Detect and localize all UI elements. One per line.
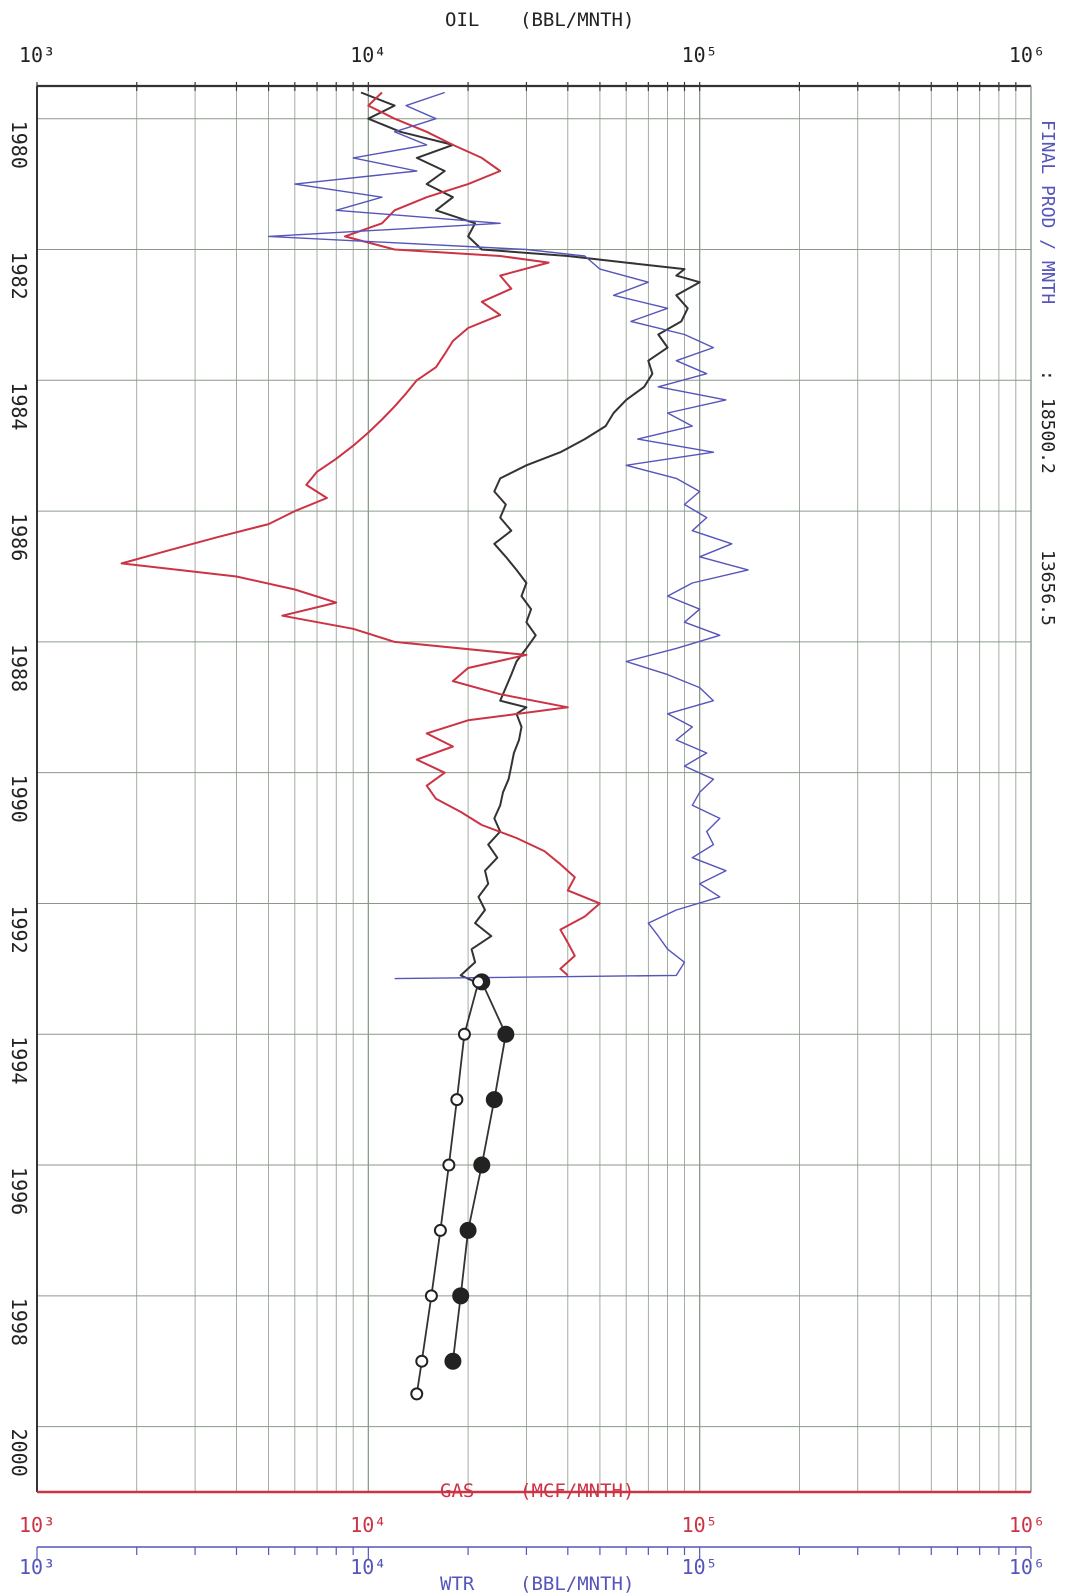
final-prod-title: FINAL PROD / MNTH	[1037, 120, 1058, 304]
year-label: 1980	[7, 121, 31, 169]
year-label: 1984	[7, 382, 31, 430]
forecast-point-open	[424, 1289, 438, 1303]
top-axis-name: OIL	[445, 9, 479, 31]
series-line-forecast_open	[415, 981, 480, 1395]
plot-frame	[36, 82, 1032, 1494]
gas-axis-unit: (MCF/MNTH)	[520, 1480, 634, 1502]
water-axis-ticks: 10³ 10⁴ 10⁵ 10⁶	[19, 1555, 1045, 1579]
year-label: 1996	[7, 1167, 31, 1215]
series-line-gas	[120, 91, 601, 977]
gas-axis-ticks: 10³ 10⁴ 10⁵ 10⁶	[19, 1513, 1045, 1537]
forecast-point-filled	[473, 1156, 491, 1174]
top-axis-tick-label: 10⁴	[350, 43, 386, 67]
year-label: 2000	[7, 1429, 31, 1477]
forecast-point-filled	[452, 1287, 470, 1305]
final-prod-label: FINAL PROD / MNTH : 18500.2 13656.5	[1037, 120, 1058, 626]
forecast-point-open	[433, 1223, 447, 1237]
top-axis-tick-label: 10⁵	[682, 43, 718, 67]
water-axis-tick-label: 10⁴	[350, 1555, 386, 1579]
forecast-point-open	[457, 1027, 471, 1041]
water-axis-tick-label: 10⁶	[1009, 1555, 1045, 1579]
forecast-point-open	[415, 1354, 429, 1368]
year-label: 1998	[7, 1298, 31, 1346]
water-axis-tick-label: 10³	[19, 1555, 55, 1579]
year-label: 1986	[7, 513, 31, 561]
top-axis-unit: (BBL/MNTH)	[520, 9, 634, 31]
gas-axis-tick-label: 10⁴	[350, 1513, 386, 1537]
forecast-point-open	[471, 975, 485, 989]
final-prod-gas-value: 13656.5	[1037, 550, 1058, 626]
water-axis-unit: (BBL/MNTH)	[520, 1573, 634, 1595]
year-label: 1990	[7, 775, 31, 823]
gas-axis-tick-label: 10⁵	[682, 1513, 718, 1537]
water-axis	[36, 1546, 1032, 1559]
year-labels: 1980 1982 1984 1986 1988 1990 1992 1994 1996 1998…	[7, 121, 31, 1477]
forecast-point-filled	[497, 1025, 515, 1043]
series-layer	[120, 91, 749, 1401]
forecast-point-filled	[444, 1352, 462, 1370]
forecast-point-filled	[485, 1091, 503, 1109]
year-label: 1988	[7, 644, 31, 692]
forecast-point-open	[410, 1387, 424, 1401]
gas-axis-tick-label: 10⁶	[1009, 1513, 1045, 1537]
final-prod-oil-value: 18500.2	[1037, 398, 1058, 474]
top-axis-tick-label: 10³	[19, 43, 55, 67]
series-line-water	[267, 91, 749, 980]
final-prod-separator: :	[1037, 370, 1058, 381]
top-axis-ticks: 10³ 10⁴ 10⁵ 10⁶	[19, 43, 1045, 67]
forecast-point-open	[442, 1158, 456, 1172]
year-label: 1982	[7, 251, 31, 299]
year-label: 1992	[7, 905, 31, 953]
top-axis-tick-label: 10⁶	[1009, 43, 1045, 67]
grid	[36, 86, 1031, 1492]
forecast-point-open	[450, 1093, 464, 1107]
gas-axis-name: GAS	[440, 1480, 474, 1502]
water-axis-name: WTR	[440, 1573, 475, 1595]
forecast-point-filled	[459, 1221, 477, 1239]
water-axis-tick-label: 10⁵	[682, 1555, 718, 1579]
gas-axis-tick-label: 10³	[19, 1513, 55, 1537]
year-label: 1994	[7, 1036, 31, 1084]
